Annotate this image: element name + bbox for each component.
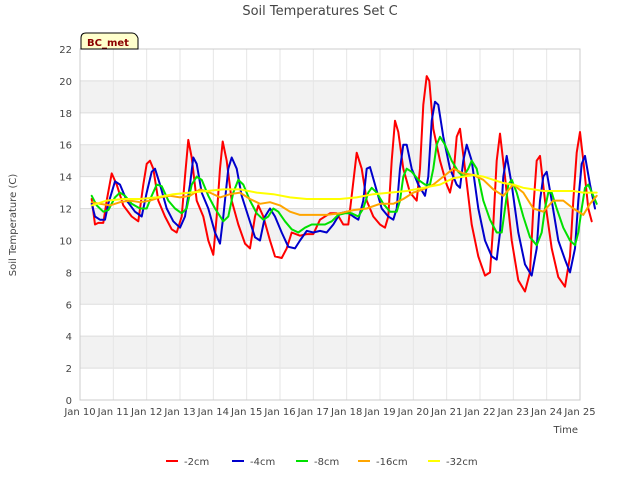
chart-title: Soil Temperatures Set C [242,4,397,19]
x-tick-label: Jan 21 [430,407,462,418]
station-badge: BC_met [80,32,139,50]
y-tick-label: 16 [59,141,72,152]
x-tick-label: Jan 20 [397,407,429,418]
plot-band [80,80,580,113]
x-tick-label: Jan 18 [330,407,362,418]
legend-label: -4cm [250,457,275,468]
x-tick-label: Jan 16 [263,407,295,418]
plot-band [80,49,580,81]
y-tick-label: 10 [59,236,72,247]
x-tick-label: Jan 11 [97,407,129,418]
legend-label: -2cm [184,457,209,468]
plot-background-bands [80,49,580,400]
plot-band [80,272,580,305]
legend-label: -16cm [376,457,408,468]
series-lines [90,75,598,293]
y-tick-label: 12 [59,205,72,216]
x-tick-label: Jan 15 [230,407,262,418]
x-tick-label: Jan 12 [130,407,162,418]
y-tick-label: 22 [59,45,72,56]
series-line-minus-2cm [90,75,593,293]
series-line-minus-8cm [90,135,598,247]
x-tick-label: Jan 25 [563,407,595,418]
x-tick-label: Jan 22 [463,407,495,418]
x-tick-label: Jan 17 [297,407,329,418]
plot-band [80,304,580,337]
y-tick-label: 0 [66,396,72,407]
legend-label: -32cm [446,457,478,468]
series-line-minus-32cm [90,174,598,207]
x-tick-label: Jan 14 [197,407,229,418]
y-tick-label: 2 [66,364,72,375]
y-tick-label: 6 [66,300,72,311]
y-axis-label: Soil Temperature (C) [8,174,19,277]
y-tick-label: 18 [59,109,72,120]
badge-shape [80,32,139,50]
y-axis-ticks: 0 2 4 6 8 10 12 14 16 18 20 22 [59,45,72,407]
y-tick-label: 20 [59,77,72,88]
x-tick-label: Jan 10 [63,407,95,418]
plot-band [80,112,580,145]
x-tick-label: Jan 13 [163,407,195,418]
y-tick-label: 14 [59,173,72,184]
legend-label: -8cm [314,457,339,468]
x-tick-label: Jan 24 [530,407,562,418]
plot-band [80,368,580,400]
y-tick-label: 8 [66,268,72,279]
plot-band [80,336,580,369]
x-tick-label: Jan 23 [497,407,529,418]
x-axis-label: Time [553,425,578,436]
legend: -2cm -4cm -8cm -16cm -32cm [166,457,478,468]
series-line-minus-4cm [90,100,596,277]
x-tick-label: Jan 19 [363,407,395,418]
y-tick-label: 4 [66,332,72,343]
series-line-minus-16cm [90,167,598,216]
plot-band [80,240,580,273]
badge-label: BC_met [87,38,129,49]
x-axis-ticks: Jan 10 Jan 11 Jan 12 Jan 13 Jan 14 Jan 15 Jan … [63,407,595,418]
